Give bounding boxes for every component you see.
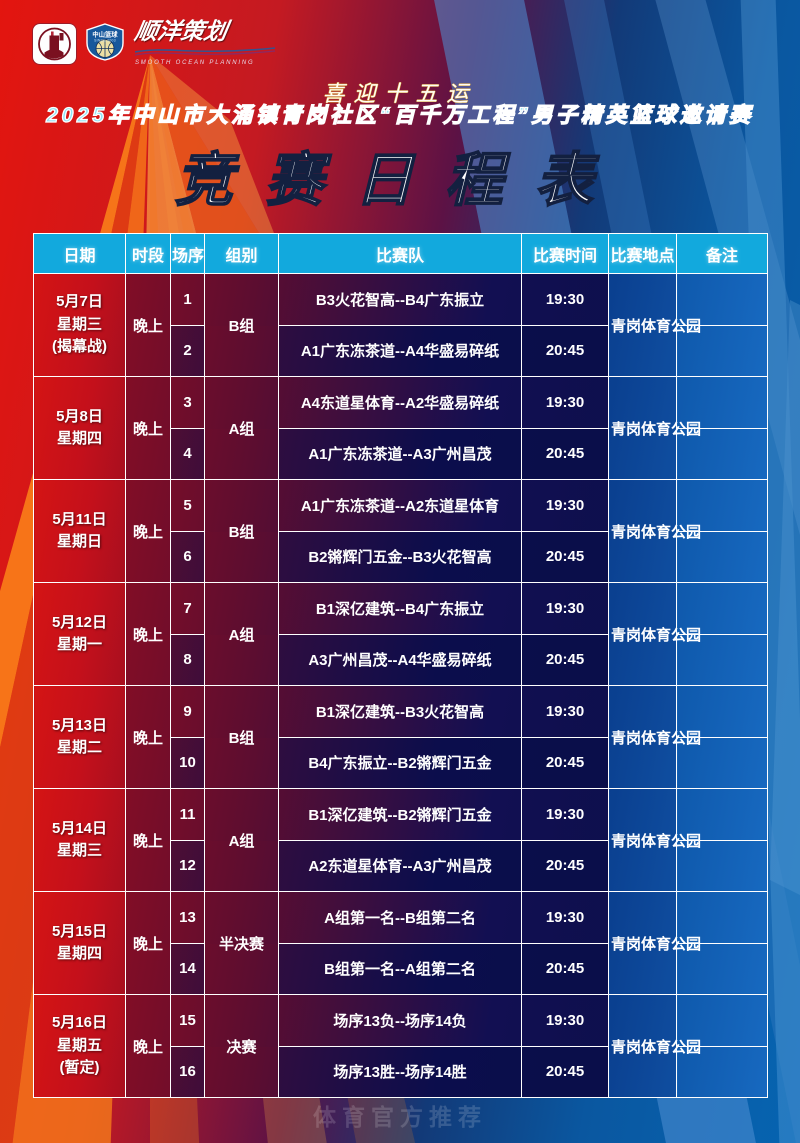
svg-text:SINCE 2003: SINCE 2003 — [94, 39, 116, 43]
svg-text:中山篮球: 中山篮球 — [92, 30, 118, 39]
